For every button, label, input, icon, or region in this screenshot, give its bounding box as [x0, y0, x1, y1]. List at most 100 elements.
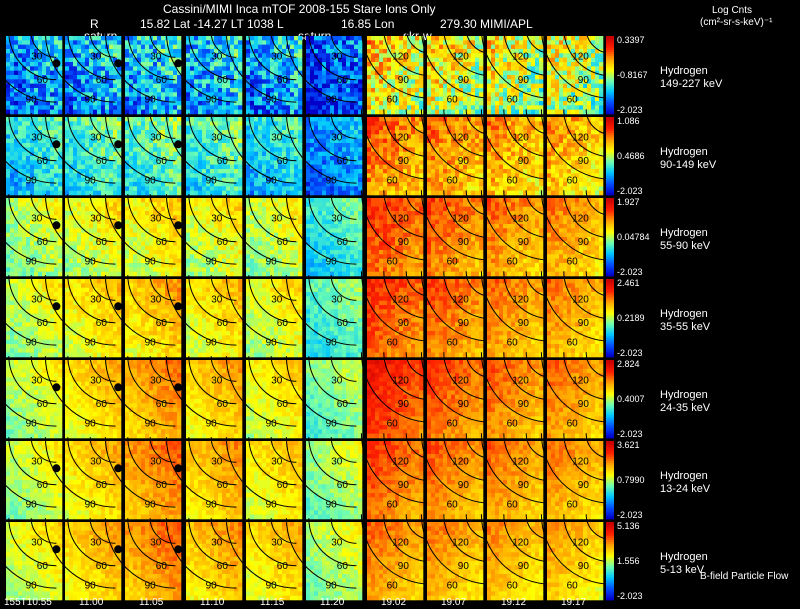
- contour-label: 120: [572, 456, 589, 467]
- contour-label: 90: [398, 318, 410, 329]
- contour-label: 90: [206, 418, 218, 429]
- contour-label: 60: [217, 156, 229, 167]
- contour-label: 30: [331, 294, 343, 305]
- contour-label: 120: [452, 375, 469, 386]
- contour-label: 90: [398, 561, 410, 572]
- saturn-marker: [52, 221, 61, 230]
- panel-r3-c7: 120 90 60: [420, 271, 492, 358]
- colorbar-mid-label: 0.04784: [617, 232, 650, 242]
- contour-label: 90: [26, 580, 38, 591]
- contour-label: 30: [150, 213, 162, 224]
- contour-label: 60: [217, 480, 229, 491]
- contour-label: 30: [331, 213, 343, 224]
- contour-label: 120: [392, 213, 409, 224]
- channel-species: Hydrogen: [660, 551, 708, 563]
- contour-label: 90: [398, 237, 410, 248]
- contour-label: 60: [96, 399, 108, 410]
- colorbar-r6: [606, 522, 614, 601]
- panel-r0-c6: 120 90 60: [360, 28, 432, 115]
- colorbar-max-label: 1.086: [617, 116, 640, 126]
- contour-label: 90: [206, 256, 218, 267]
- panel-r3-c2: 30 60 90: [104, 275, 183, 358]
- contour-label: 90: [398, 156, 410, 167]
- panel-r1-c1: 30 60 90: [44, 113, 123, 196]
- panel-r4-c7: 120 90 60: [420, 352, 492, 439]
- contour-label: 90: [266, 337, 278, 348]
- saturn-marker: [52, 140, 61, 149]
- contour-label: 90: [85, 337, 97, 348]
- panel-r2-c9: 120 90 60: [540, 190, 612, 277]
- saturn-marker: [52, 59, 61, 68]
- contour-label: 60: [567, 256, 579, 267]
- contour-label: 90: [458, 480, 470, 491]
- panel-r5-c9: 120 90 60: [540, 433, 612, 520]
- contour-label: 60: [447, 580, 459, 591]
- contour-label: 90: [326, 337, 338, 348]
- contour-label: 90: [266, 256, 278, 267]
- contour-label: 90: [26, 256, 38, 267]
- colorbar-min-label: -2.023: [617, 591, 643, 601]
- contour-label: 90: [85, 580, 97, 591]
- saturn-marker: [174, 464, 183, 473]
- panel-r1-c5: 30 60 90: [285, 113, 363, 196]
- colorbar-mid-label: 0.2189: [617, 313, 645, 323]
- contour-label: 30: [211, 132, 223, 143]
- colorbar-max-label: 1.927: [617, 197, 640, 207]
- colorbar-min-label: -2.023: [617, 510, 643, 520]
- contour-label: 120: [512, 375, 529, 386]
- contour-label: 30: [31, 132, 43, 143]
- colorbar-max-label: 0.3397: [617, 35, 645, 45]
- contour-label: 30: [90, 456, 102, 467]
- contour-label: 60: [447, 175, 459, 186]
- contour-label: 90: [326, 94, 338, 105]
- contour-label: 30: [150, 294, 162, 305]
- channel-species: Hydrogen: [660, 389, 708, 401]
- contour-label: 60: [277, 237, 289, 248]
- contour-label: 120: [392, 294, 409, 305]
- channel-energy: 13-24 keV: [660, 483, 711, 495]
- channel-species: Hydrogen: [660, 227, 708, 239]
- contour-label: 90: [326, 418, 338, 429]
- contour-label: 120: [512, 294, 529, 305]
- contour-label: 90: [266, 94, 278, 105]
- colorbar-min-label: -2.023: [617, 267, 643, 277]
- colorbar-max-label: 5.136: [617, 521, 640, 531]
- colorbar-mid-label: 0.4007: [617, 394, 645, 404]
- contour-label: 60: [277, 561, 289, 572]
- contour-label: 60: [337, 480, 349, 491]
- contour-label: 90: [26, 94, 38, 105]
- contour-label: 120: [572, 375, 589, 386]
- time-label: 19:07: [441, 597, 467, 608]
- colorbar-min-label: -2.023: [617, 105, 643, 115]
- contour-label: 30: [90, 213, 102, 224]
- contour-label: 30: [211, 213, 223, 224]
- contour-label: 60: [156, 480, 168, 491]
- panel-r3-c6: 120 90 60: [360, 271, 432, 358]
- contour-label: 90: [206, 499, 218, 510]
- panel-r4-c5: 30 60 90: [285, 356, 363, 439]
- contour-label: 90: [206, 580, 218, 591]
- contour-label: 60: [217, 75, 229, 86]
- panel-r6-c5: 30 60 90: [285, 518, 363, 601]
- contour-label: 60: [156, 237, 168, 248]
- panel-r3-c5: 30 60 90: [285, 275, 363, 358]
- contour-label: 30: [271, 213, 283, 224]
- contour-label: 90: [145, 94, 157, 105]
- log-units: (cm²-sr-s-keV)⁻¹: [700, 17, 773, 28]
- contour-label: 90: [518, 156, 530, 167]
- channel-species: Hydrogen: [660, 470, 708, 482]
- contour-label: 60: [337, 237, 349, 248]
- time-label: 11:00: [79, 597, 104, 608]
- colorbar-mid-label: 1.556: [617, 556, 640, 566]
- panel-r5-c1: 30 60 90: [44, 437, 123, 520]
- contour-label: 120: [392, 456, 409, 467]
- contour-label: 120: [572, 294, 589, 305]
- panel-r4-c4: 30 60 90: [225, 356, 303, 439]
- contour-label: 30: [271, 294, 283, 305]
- time-label: 19:02: [381, 597, 407, 608]
- contour-label: 90: [266, 580, 278, 591]
- panel-r3-c1: 30 60 90: [44, 275, 123, 358]
- contour-label: 120: [392, 51, 409, 62]
